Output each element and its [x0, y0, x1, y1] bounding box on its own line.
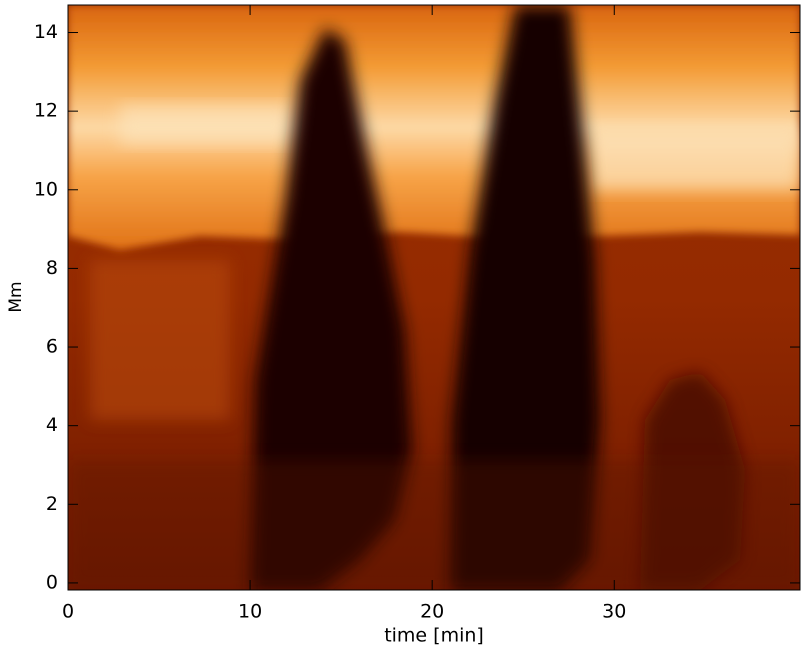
- y-tick-label: 6: [46, 336, 58, 358]
- y-tick-label: 8: [46, 257, 58, 279]
- x-tick-label: 0: [62, 601, 74, 623]
- y-tick-label: 10: [34, 178, 58, 200]
- x-tick-label: 30: [602, 601, 626, 623]
- y-tick-label: 12: [34, 100, 58, 122]
- x-axis-label: time [min]: [384, 625, 484, 647]
- x-tick-label: 10: [238, 601, 262, 623]
- y-tick-label: 4: [46, 414, 58, 436]
- y-tick-label: 0: [46, 571, 58, 593]
- y-tick-label: 2: [46, 493, 58, 515]
- plot-frame: [67, 4, 801, 591]
- x-tick-label: 20: [420, 601, 444, 623]
- y-tick-label: 14: [34, 21, 58, 43]
- y-axis-label: Mm: [6, 281, 26, 312]
- heatmap-image: [68, 5, 800, 590]
